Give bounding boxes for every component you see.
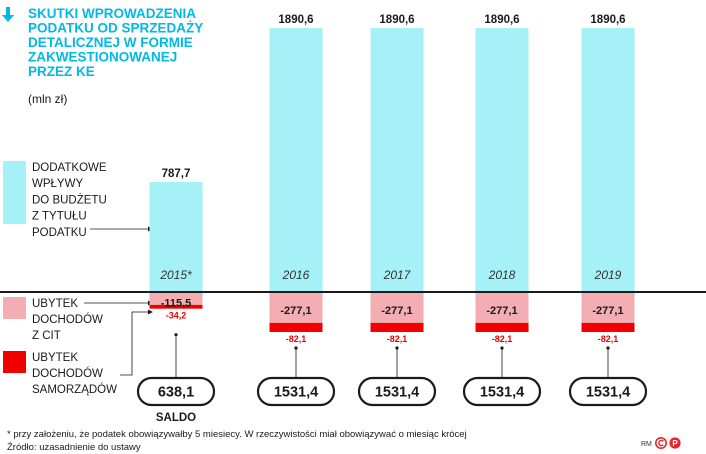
data-label-local: -82,1 <box>598 334 619 344</box>
title-line: PODATKU OD SPRZEDAŻY <box>28 21 203 36</box>
svg-text:P: P <box>672 439 678 448</box>
bar-revenue <box>370 28 424 292</box>
saldo-pill <box>462 376 542 407</box>
title-line: DETALICZNEJ W FORMIE <box>28 35 193 50</box>
title-line: SKUTKI WPROWADZENIA <box>28 6 196 21</box>
data-label-revenue: 1890,6 <box>278 14 313 26</box>
bars-layer <box>149 28 635 332</box>
bar-local <box>370 322 424 332</box>
saldo-connector-dot <box>174 333 178 337</box>
saldo-connector-dot <box>294 346 298 350</box>
legend-swatch-cit <box>3 297 26 319</box>
legend-cit-label: UBYTEK DOCHODÓW Z CIT <box>32 298 103 342</box>
data-label-cit: -277,1 <box>592 305 623 317</box>
saldo-value: 1531,4 <box>586 385 630 401</box>
category-label: 2019 <box>594 268 622 282</box>
copyright-logo-icon: P <box>654 436 681 449</box>
data-label-revenue: 787,7 <box>162 168 191 180</box>
bar-revenue <box>149 182 203 292</box>
legend-leader-local <box>120 309 153 376</box>
legend-label-line: SAMORZĄDÓW <box>32 383 117 396</box>
bar-cit <box>475 292 529 323</box>
data-label-local: -34,2 <box>166 311 187 321</box>
saldo-label: SALDO <box>156 412 196 424</box>
data-label-cit: -277,1 <box>381 305 412 317</box>
title-line: ZAKWESTIONOWANEJ <box>28 50 177 65</box>
legend-label-line: WPŁYWY <box>32 178 83 190</box>
saldo-pill <box>136 376 216 407</box>
bar-revenue <box>581 28 635 292</box>
bar-local <box>149 304 203 309</box>
bar-local <box>475 322 529 332</box>
category-label: 2018 <box>488 268 516 282</box>
legend-label-line: DOCHODÓW <box>32 367 103 380</box>
saldo-layer: 638,1 1531,4 1531,4 1531,4 1531,4 <box>136 333 648 407</box>
bar-local <box>269 322 323 332</box>
saldo-pill <box>357 376 437 407</box>
legend-label-line: UBYTEK <box>32 298 78 310</box>
saldo-pill <box>568 376 648 407</box>
bar-revenue <box>269 28 323 292</box>
legend-label-line: DO BUDŻETU <box>32 193 107 206</box>
legend-leader-cit <box>84 300 153 306</box>
saldo-value: 638,1 <box>158 385 194 401</box>
data-label-cit: -277,1 <box>486 305 517 317</box>
bar-cit <box>149 292 203 305</box>
bar-cit <box>370 292 424 323</box>
saldo-connector-dot <box>395 346 399 350</box>
legend-swatch-revenue <box>3 161 26 224</box>
legend-label-line: Z TYTUŁU <box>32 211 87 223</box>
labels-layer: 787,7 2015* -115,5 -34,2 1890,6 2016 -277,1 -82… <box>159 14 625 344</box>
saldo-value: 1531,4 <box>480 385 524 401</box>
bar-cit <box>269 292 323 323</box>
saldo-connector-dot <box>606 346 610 350</box>
arrow-down-icon <box>2 7 14 22</box>
legend-label-line: Z CIT <box>32 330 61 342</box>
legend-label-line: DOCHODÓW <box>32 313 103 326</box>
legend-leader-revenue <box>90 226 153 232</box>
saldo-value: 1531,4 <box>274 385 318 401</box>
legend-label-line: DODATKOWE <box>32 162 107 174</box>
unit-label: (mln zł) <box>28 92 67 106</box>
title-line: PRZEZ KE <box>28 64 95 79</box>
data-label-local: -82,1 <box>286 334 307 344</box>
saldo-pill <box>256 376 336 407</box>
legend-local-label: UBYTEK DOCHODÓW SAMORZĄDÓW <box>32 352 117 396</box>
legend-label-line: PODATKU <box>32 227 87 239</box>
data-label-local: -82,1 <box>492 334 513 344</box>
data-label-revenue: 1890,6 <box>484 14 519 26</box>
data-label-cit: -115,5 <box>161 297 192 309</box>
category-label: 2017 <box>383 268 412 282</box>
category-label: 2016 <box>282 268 310 282</box>
bar-local <box>581 322 635 332</box>
legend-label-line: UBYTEK <box>32 352 78 364</box>
data-label-revenue: 1890,6 <box>590 14 625 26</box>
bar-cit <box>581 292 635 323</box>
source-note: Źródło: uzasadnienie do ustawy <box>7 442 141 453</box>
legend-revenue-label: DODATKOWE WPŁYWY DO BUDŻETU Z TYTUŁU PODATKU <box>32 162 107 239</box>
bar-revenue <box>475 28 529 292</box>
category-label: 2015* <box>159 268 192 282</box>
legend-swatch-local <box>3 351 26 373</box>
saldo-connector-dot <box>500 346 504 350</box>
footnote: * przy założeniu, że podatek obowiązywał… <box>7 429 467 440</box>
credit: RM <box>641 441 652 448</box>
data-label-local: -82,1 <box>387 334 408 344</box>
saldo-value: 1531,4 <box>375 385 419 401</box>
data-label-revenue: 1890,6 <box>379 14 414 26</box>
data-label-cit: -277,1 <box>280 305 311 317</box>
